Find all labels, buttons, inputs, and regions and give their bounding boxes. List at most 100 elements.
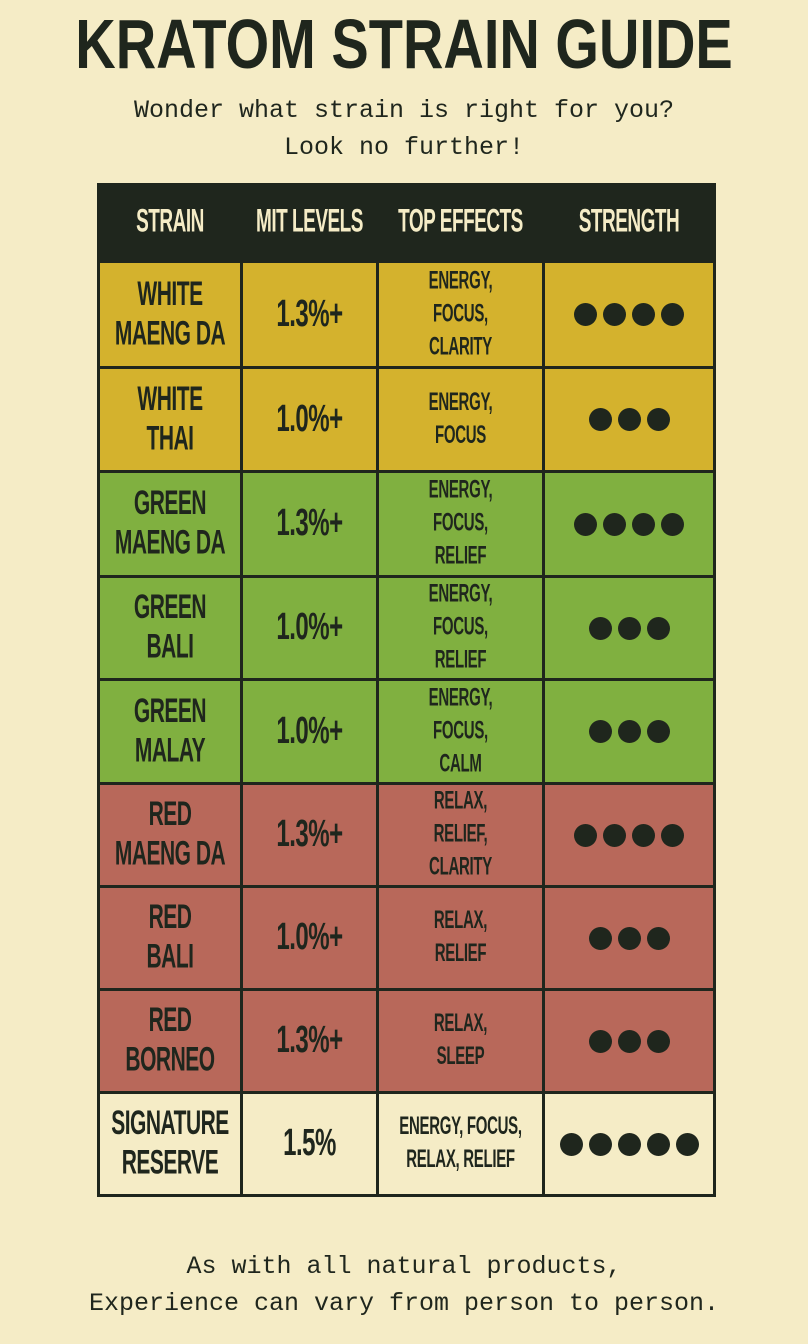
- mit-cell: 1.0%+: [240, 366, 379, 473]
- subtitle: Wonder what strain is right for you? Loo…: [133, 96, 675, 162]
- mit-level: 1.3%+: [276, 812, 343, 856]
- mit-cell: 1.3%+: [240, 260, 379, 369]
- effects-cell: ENERGY, FOCUS, RELAX, RELIEF: [376, 1091, 545, 1197]
- strength-rating: [547, 616, 712, 640]
- table-row: RED BORNEO 1.3%+ RELAX, SLEEP: [97, 988, 716, 1094]
- effects-cell: ENERGY, FOCUS, CALM: [376, 678, 545, 785]
- mit-cell: 1.0%+: [240, 885, 379, 991]
- strain-cell: GREEN MALAY: [97, 678, 243, 785]
- strength-dot: [646, 1029, 670, 1053]
- strength-dot: [632, 512, 655, 536]
- table-row: RED MAENG DA 1.3%+ RELAX, RELIEF, CLARITY: [97, 782, 716, 888]
- strain-table: STRAIN MIT LEVELS TOP EFFECTS STRENGTH W…: [97, 183, 716, 1197]
- strain-name: RED BALI: [146, 898, 195, 976]
- strength-dot: [646, 1132, 670, 1156]
- header-label: MIT LEVELS: [256, 204, 363, 240]
- strength-dot: [632, 303, 655, 326]
- strength-dot: [588, 1132, 612, 1156]
- strength-dot: [661, 303, 684, 326]
- top-effects: ENERGY, FOCUS, RELAX, RELIEF: [399, 1112, 522, 1174]
- header-label: TOP EFFECTS: [398, 204, 523, 240]
- effects-cell: ENERGY, FOCUS, RELIEF: [376, 575, 545, 681]
- strength-dot: [588, 926, 612, 950]
- strength-rating: [547, 303, 712, 326]
- strain-name: RED BORNEO: [125, 1001, 215, 1079]
- mit-level: 1.0%+: [276, 605, 343, 649]
- strain-cell: GREEN MAENG DA: [97, 470, 243, 578]
- strength-dot: [574, 303, 597, 326]
- mit-cell: 1.3%+: [240, 470, 379, 578]
- strength-dot: [617, 1029, 641, 1053]
- effects-cell: RELAX, SLEEP: [376, 988, 545, 1094]
- strength-dot: [646, 926, 670, 950]
- strength-dot: [588, 408, 612, 431]
- effects-cell: ENERGY, FOCUS, CLARITY: [376, 260, 545, 369]
- header-mit-levels: MIT LEVELS: [240, 183, 379, 263]
- mit-level: 1.3%+: [276, 292, 343, 336]
- table-row: RED BALI 1.0%+ RELAX, RELIEF: [97, 885, 716, 991]
- page-title: KRATOM STRAIN GUIDE: [0, 4, 808, 83]
- strength-dot: [646, 408, 670, 431]
- strength-cell: [542, 366, 716, 473]
- effects-cell: ENERGY, FOCUS: [376, 366, 545, 473]
- strain-cell: WHITE THAI: [97, 366, 243, 473]
- mit-cell: 1.5%: [240, 1091, 379, 1197]
- mit-cell: 1.0%+: [240, 678, 379, 785]
- strain-name: GREEN MAENG DA: [114, 484, 226, 562]
- strength-dot: [646, 616, 670, 640]
- strength-dot: [603, 512, 626, 536]
- mit-level: 1.3%+: [276, 501, 343, 545]
- strain-cell: RED BORNEO: [97, 988, 243, 1094]
- strength-cell: [542, 1091, 716, 1197]
- top-effects: ENERGY, FOCUS, CALM: [428, 683, 493, 778]
- strength-cell: [542, 988, 716, 1094]
- header-strength: STRENGTH: [542, 183, 716, 263]
- strain-cell: GREEN BALI: [97, 575, 243, 681]
- mit-level: 1.3%+: [276, 1018, 343, 1062]
- mit-level: 1.0%+: [276, 709, 343, 753]
- strength-cell: [542, 575, 716, 681]
- strength-rating: [547, 720, 712, 743]
- strength-cell: [542, 260, 716, 369]
- strength-dot: [603, 823, 626, 847]
- mit-level: 1.5%: [283, 1121, 336, 1165]
- table-row: GREEN BALI 1.0%+ ENERGY, FOCUS, RELIEF: [97, 575, 716, 681]
- top-effects: ENERGY, FOCUS, RELIEF: [428, 476, 493, 571]
- strain-name: GREEN BALI: [133, 588, 207, 666]
- strength-cell: [542, 470, 716, 578]
- strength-cell: [542, 782, 716, 888]
- title-text: KRATOM STRAIN GUIDE: [75, 4, 733, 83]
- strain-name: WHITE THAI: [137, 379, 203, 458]
- strain-cell: SIGNATURE RESERVE: [97, 1091, 243, 1197]
- header-label: STRAIN: [136, 204, 204, 240]
- strain-cell: RED BALI: [97, 885, 243, 991]
- header-strain: STRAIN: [97, 183, 243, 263]
- strength-rating: [547, 1029, 712, 1053]
- strength-dot: [574, 512, 597, 536]
- effects-cell: ENERGY, FOCUS, RELIEF: [376, 470, 545, 578]
- strain-cell: RED MAENG DA: [97, 782, 243, 888]
- strength-dot: [617, 720, 641, 743]
- table-row: SIGNATURE RESERVE 1.5% ENERGY, FOCUS, RELA…: [97, 1091, 716, 1197]
- strength-dot: [646, 720, 670, 743]
- strength-dot: [661, 823, 684, 847]
- strength-dot: [617, 926, 641, 950]
- header-label: STRENGTH: [578, 204, 680, 240]
- strength-dot: [588, 1029, 612, 1053]
- strength-dot: [603, 303, 626, 326]
- top-effects: ENERGY, FOCUS, CLARITY: [428, 266, 493, 361]
- strength-cell: [542, 885, 716, 991]
- mit-cell: 1.3%+: [240, 988, 379, 1094]
- strength-cell: [542, 678, 716, 785]
- strength-dot: [617, 616, 641, 640]
- mit-cell: 1.3%+: [240, 782, 379, 888]
- strength-dot: [632, 823, 655, 847]
- mit-cell: 1.0%+: [240, 575, 379, 681]
- top-effects: ENERGY, FOCUS, RELIEF: [428, 580, 493, 675]
- strength-rating: [547, 926, 712, 950]
- footer-note: As with all natural products, Experience…: [88, 1252, 720, 1318]
- header-top-effects: TOP EFFECTS: [376, 183, 545, 263]
- strain-cell: WHITE MAENG DA: [97, 260, 243, 369]
- strength-rating: [547, 823, 712, 847]
- table-row: GREEN MAENG DA 1.3%+ ENERGY, FOCUS, RELIEF: [97, 470, 716, 578]
